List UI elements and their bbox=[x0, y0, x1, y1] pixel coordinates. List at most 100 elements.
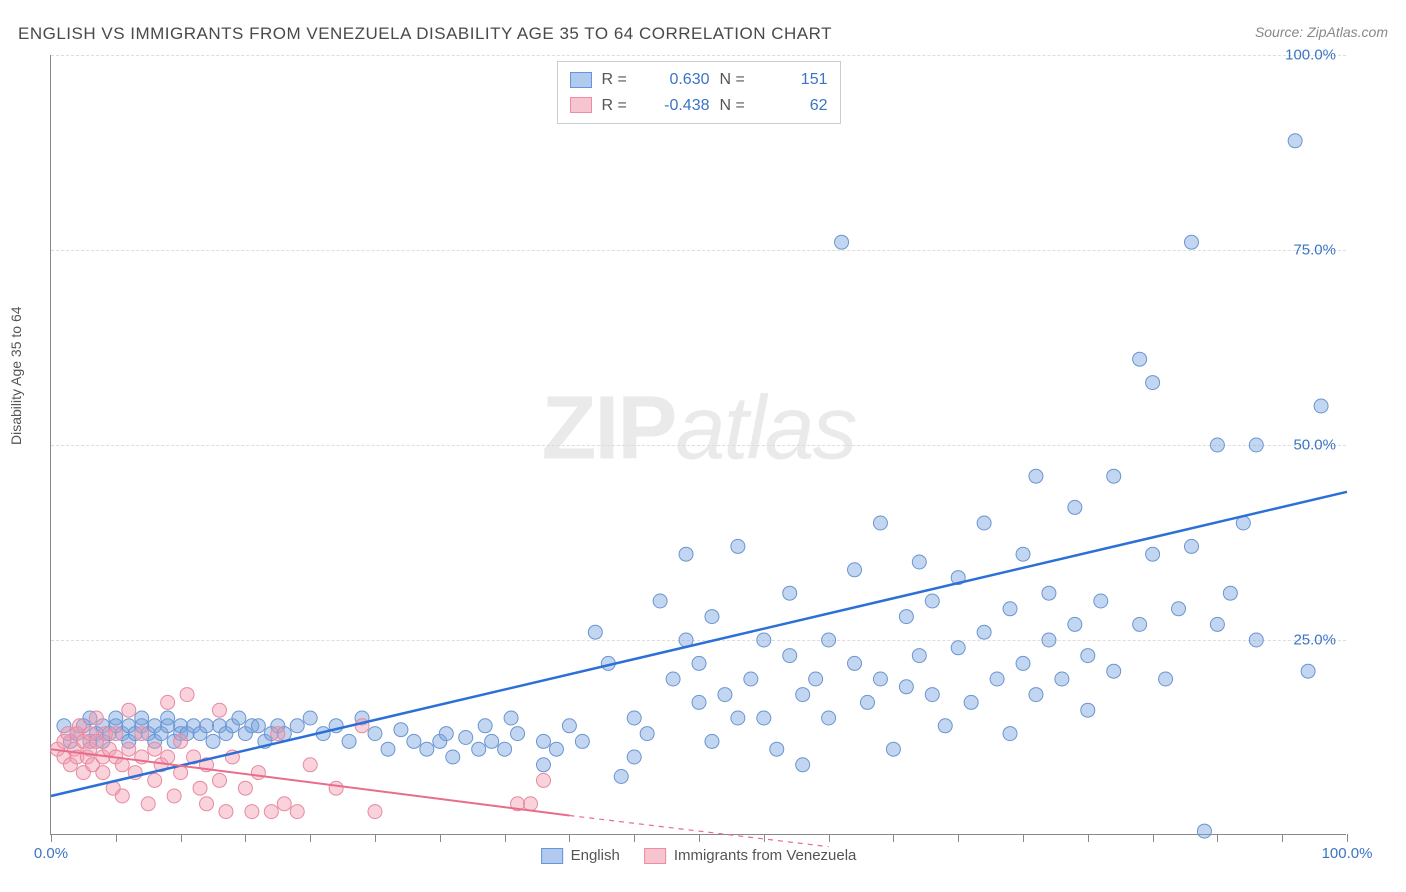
point-english bbox=[783, 649, 797, 663]
point-english bbox=[472, 742, 486, 756]
point-immigrants bbox=[277, 797, 291, 811]
point-english bbox=[1133, 352, 1147, 366]
swatch-english bbox=[541, 848, 563, 864]
swatch-immigrants bbox=[644, 848, 666, 864]
point-english bbox=[1042, 633, 1056, 647]
point-english bbox=[705, 734, 719, 748]
point-english bbox=[1029, 688, 1043, 702]
point-english bbox=[1068, 500, 1082, 514]
point-english bbox=[1249, 633, 1263, 647]
point-english bbox=[873, 672, 887, 686]
point-english bbox=[407, 734, 421, 748]
stats-legend: R = 0.630 N = 151 R = -0.438 N = 62 bbox=[557, 61, 841, 124]
point-english bbox=[627, 711, 641, 725]
point-immigrants bbox=[193, 781, 207, 795]
trendline-english bbox=[51, 492, 1347, 796]
point-english bbox=[368, 727, 382, 741]
point-english bbox=[1146, 547, 1160, 561]
point-english bbox=[251, 719, 265, 733]
point-immigrants bbox=[148, 773, 162, 787]
swatch-immigrants bbox=[570, 97, 592, 113]
plot-area: ZIPatlas 25.0%50.0%75.0%100.0% 0.0%100.0… bbox=[50, 55, 1346, 835]
point-english bbox=[1210, 438, 1224, 452]
point-english bbox=[796, 688, 810, 702]
point-english bbox=[653, 594, 667, 608]
point-english bbox=[731, 711, 745, 725]
point-english bbox=[796, 758, 810, 772]
point-immigrants bbox=[524, 797, 538, 811]
point-english bbox=[459, 731, 473, 745]
point-english bbox=[860, 695, 874, 709]
point-immigrants bbox=[109, 727, 123, 741]
r-value-immigrants: -0.438 bbox=[650, 93, 710, 119]
point-immigrants bbox=[161, 750, 175, 764]
chart-title: ENGLISH VS IMMIGRANTS FROM VENEZUELA DIS… bbox=[18, 24, 832, 44]
point-english bbox=[1172, 602, 1186, 616]
legend-label-immigrants: Immigrants from Venezuela bbox=[674, 847, 857, 864]
point-english bbox=[925, 594, 939, 608]
series-legend: English Immigrants from Venezuela bbox=[541, 847, 857, 864]
point-english bbox=[498, 742, 512, 756]
point-english bbox=[640, 727, 654, 741]
point-english bbox=[200, 719, 214, 733]
point-immigrants bbox=[148, 742, 162, 756]
point-english bbox=[977, 516, 991, 530]
point-english bbox=[1133, 617, 1147, 631]
point-english bbox=[899, 680, 913, 694]
point-english bbox=[744, 672, 758, 686]
point-english bbox=[1197, 824, 1211, 838]
swatch-english bbox=[570, 72, 592, 88]
point-english bbox=[1042, 586, 1056, 600]
point-english bbox=[757, 711, 771, 725]
point-english bbox=[899, 610, 913, 624]
point-english bbox=[705, 610, 719, 624]
legend-row-immigrants: R = -0.438 N = 62 bbox=[570, 93, 828, 119]
point-english bbox=[627, 750, 641, 764]
point-immigrants bbox=[329, 781, 343, 795]
point-english bbox=[1107, 469, 1121, 483]
point-english bbox=[1184, 539, 1198, 553]
point-immigrants bbox=[96, 766, 110, 780]
point-english bbox=[536, 734, 550, 748]
point-immigrants bbox=[245, 805, 259, 819]
point-immigrants bbox=[271, 727, 285, 741]
point-immigrants bbox=[212, 703, 226, 717]
point-english bbox=[873, 516, 887, 530]
point-english bbox=[964, 695, 978, 709]
point-immigrants bbox=[135, 727, 149, 741]
point-english bbox=[925, 688, 939, 702]
r-value-english: 0.630 bbox=[650, 67, 710, 93]
point-english bbox=[109, 711, 123, 725]
point-english bbox=[549, 742, 563, 756]
point-english bbox=[1249, 438, 1263, 452]
legend-item-immigrants: Immigrants from Venezuela bbox=[644, 847, 857, 864]
point-immigrants bbox=[115, 789, 129, 803]
point-english bbox=[394, 723, 408, 737]
point-english bbox=[342, 734, 356, 748]
point-immigrants bbox=[251, 766, 265, 780]
point-english bbox=[835, 235, 849, 249]
point-english bbox=[666, 672, 680, 686]
legend-row-english: R = 0.630 N = 151 bbox=[570, 67, 828, 93]
point-immigrants bbox=[290, 805, 304, 819]
point-english bbox=[439, 727, 453, 741]
point-english bbox=[990, 672, 1004, 686]
point-english bbox=[1016, 656, 1030, 670]
point-english bbox=[1301, 664, 1315, 678]
point-english bbox=[1081, 649, 1095, 663]
n-value-english: 151 bbox=[768, 67, 828, 93]
point-english bbox=[757, 633, 771, 647]
point-immigrants bbox=[264, 805, 278, 819]
point-immigrants bbox=[167, 789, 181, 803]
scatter-plot bbox=[51, 55, 1346, 834]
source-attribution: Source: ZipAtlas.com bbox=[1255, 24, 1388, 40]
point-english bbox=[977, 625, 991, 639]
point-english bbox=[1081, 703, 1095, 717]
n-value-immigrants: 62 bbox=[768, 93, 828, 119]
point-english bbox=[692, 656, 706, 670]
correlation-chart: ENGLISH VS IMMIGRANTS FROM VENEZUELA DIS… bbox=[0, 0, 1406, 892]
point-english bbox=[1029, 469, 1043, 483]
point-english bbox=[511, 727, 525, 741]
point-immigrants bbox=[368, 805, 382, 819]
point-english bbox=[1016, 547, 1030, 561]
